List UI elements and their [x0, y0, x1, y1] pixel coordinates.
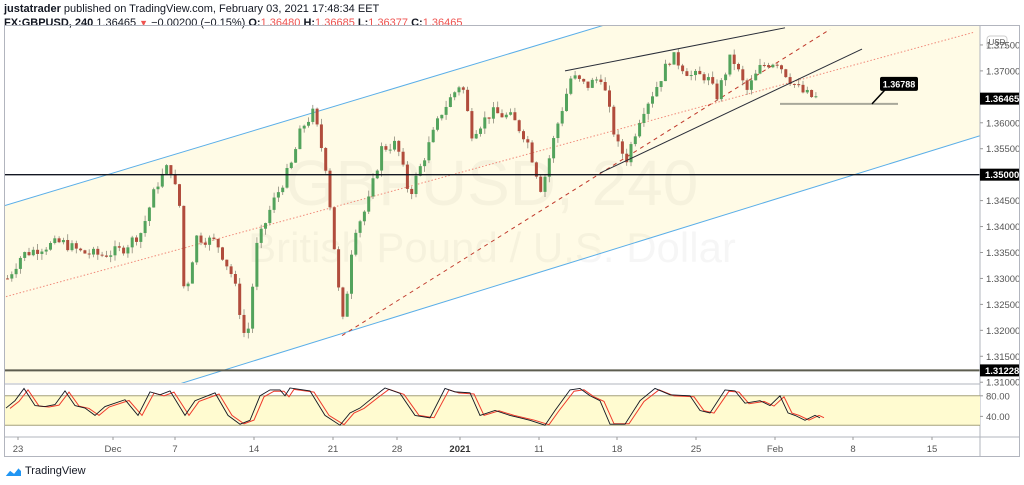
svg-text:1.32000: 1.32000 — [986, 326, 1020, 337]
close-label: C: — [411, 17, 423, 29]
publish-info: published on TradingView.com, February 0… — [63, 3, 380, 15]
svg-text:28: 28 — [392, 444, 403, 455]
svg-text:25: 25 — [691, 444, 702, 455]
down-arrow-icon: ▼ — [139, 18, 149, 28]
currency-badge[interactable] — [986, 35, 1008, 49]
svg-text:1.33000: 1.33000 — [986, 274, 1020, 285]
svg-text:GBPUSD, 240: GBPUSD, 240 — [286, 147, 699, 219]
candles — [6, 48, 818, 339]
svg-text:1.34500: 1.34500 — [986, 196, 1020, 207]
svg-text:1.35500: 1.35500 — [986, 144, 1020, 155]
channel-lower-line[interactable] — [5, 135, 980, 438]
svg-text:21: 21 — [328, 444, 339, 455]
stochastic-axis: 80.00 40.00 — [980, 391, 1010, 423]
svg-text:1.31500: 1.31500 — [986, 352, 1020, 363]
trend-dashed-line[interactable] — [341, 28, 831, 336]
svg-text:Feb: Feb — [767, 444, 783, 455]
svg-text:8: 8 — [850, 444, 855, 455]
svg-text:14: 14 — [249, 444, 260, 455]
wedge-upper-line[interactable] — [564, 27, 786, 72]
svg-text:15: 15 — [927, 444, 938, 455]
svg-text:1.32500: 1.32500 — [986, 300, 1020, 311]
svg-text:1.33500: 1.33500 — [986, 248, 1020, 259]
channel-fill — [5, 26, 980, 383]
svg-text:British Pound / U.S. Dollar: British Pound / U.S. Dollar — [248, 224, 736, 271]
svg-text:23: 23 — [13, 444, 24, 455]
svg-text:1.36465: 1.36465 — [985, 94, 1020, 105]
wedge-lower-line[interactable] — [599, 48, 863, 174]
svg-text:1.37500: 1.37500 — [986, 40, 1020, 51]
price-note-label[interactable] — [880, 76, 918, 91]
svg-text:1.36788: 1.36788 — [883, 79, 916, 89]
symbol-watermark: GBPUSD, 240 British Pound / U.S. Dollar — [248, 147, 736, 271]
svg-text:1.36000: 1.36000 — [986, 118, 1020, 129]
svg-text:1.34000: 1.34000 — [986, 222, 1020, 233]
main-pane[interactable]: GBPUSD, 240 British Pound / U.S. Dollar 1.… — [5, 0, 980, 438]
svg-text:11: 11 — [534, 444, 544, 455]
svg-text:1.31228: 1.31228 — [985, 366, 1019, 377]
svg-text:Dec: Dec — [105, 444, 122, 455]
svg-text:1.37000: 1.37000 — [986, 66, 1020, 77]
low-label: L: — [357, 17, 369, 29]
tradingview-logo[interactable]: TradingView — [4, 465, 86, 477]
svg-text:18: 18 — [612, 444, 623, 455]
time-axis[interactable]: 23 Dec 7 14 21 28 2021 11 18 25 Feb 8 15 — [13, 437, 938, 455]
axis-label-1.35000 — [980, 168, 1020, 181]
axis-label-1.31228 — [980, 364, 1020, 377]
stochastic-pane[interactable] — [5, 387, 980, 426]
svg-text:1.35000: 1.35000 — [985, 170, 1019, 181]
svg-text:40.00: 40.00 — [986, 412, 1010, 423]
svg-text:80.00: 80.00 — [986, 391, 1010, 402]
trend-dotted-line[interactable] — [5, 31, 976, 298]
stoch-d-line — [9, 388, 825, 426]
svg-text:1.31000: 1.31000 — [986, 378, 1020, 389]
publish-line: justatrader published on TradingView.com… — [4, 2, 462, 16]
svg-text:7: 7 — [172, 444, 177, 455]
tradingview-cloud-icon — [4, 467, 21, 476]
high-label: H: — [303, 17, 316, 29]
channel-upper-line[interactable] — [5, 0, 980, 206]
svg-text:2021: 2021 — [449, 444, 471, 455]
tradingview-logo-text: TradingView — [25, 465, 86, 477]
author-name[interactable]: justatrader — [4, 3, 61, 15]
svg-text:USD: USD — [989, 38, 1006, 47]
stoch-k-line — [5, 387, 821, 426]
chart-frame — [4, 25, 1020, 457]
price-axis[interactable]: USD1.375001.370001.365001.360001.355001.… — [979, 26, 1020, 457]
axis-label-1.36465 — [980, 92, 1020, 105]
